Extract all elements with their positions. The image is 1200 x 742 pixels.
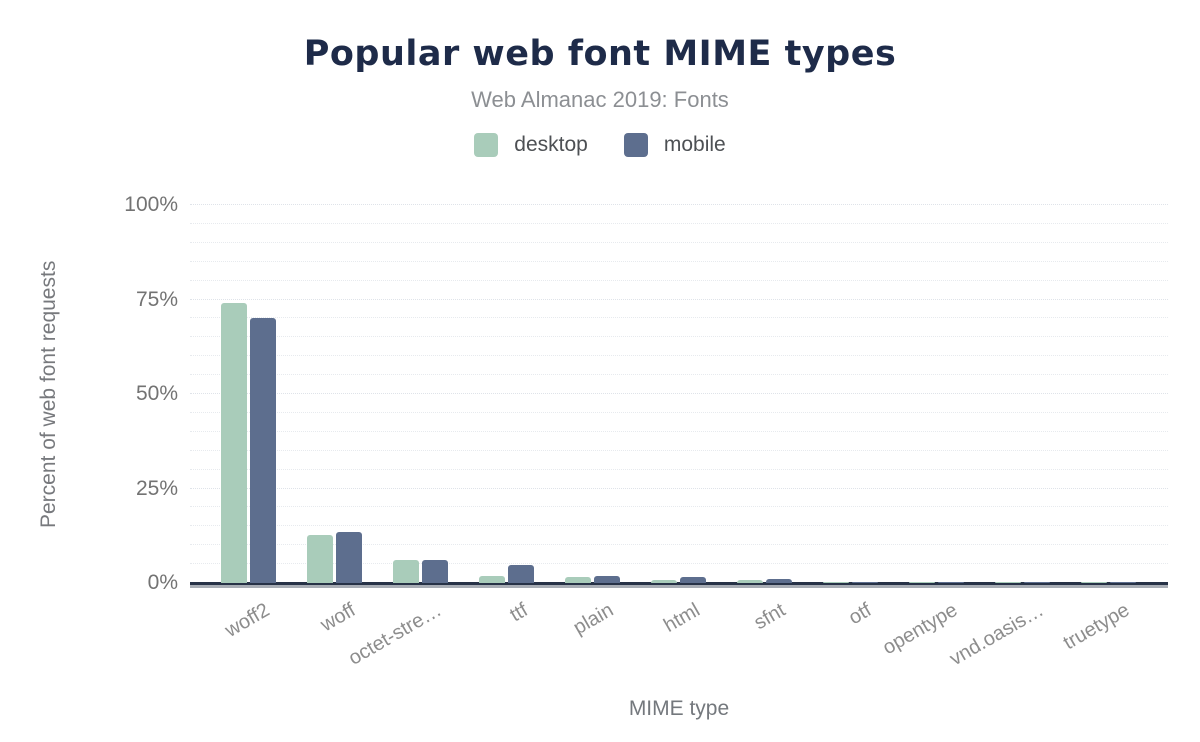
bar-group-opentype: [909, 581, 964, 583]
chart-title: Popular web font MIME types: [303, 34, 897, 74]
x-tick-plain: plain: [569, 599, 618, 640]
legend-swatch-mobile-icon: [623, 133, 648, 157]
gridline-10: [190, 544, 1168, 546]
bar-desktop-sfnt[interactable]: [737, 579, 763, 583]
gridline-60: [190, 355, 1168, 357]
gridline-100: [190, 204, 1168, 205]
bar-group-otf: [823, 581, 878, 583]
legend-label-desktop: desktop: [514, 133, 588, 156]
y-tick-50pct: 50%: [135, 382, 178, 405]
bar-mobile-truetype[interactable]: [1110, 581, 1136, 583]
x-tick-truetype: truetype: [1059, 599, 1134, 655]
x-tick-ttf: ttf: [506, 599, 532, 627]
x-axis-tick-labels: woff2 woff octet-stre… ttf plain html sfnt otf o…: [190, 583, 1168, 693]
gridline-50: [190, 393, 1168, 394]
gridline-70: [190, 317, 1168, 319]
y-tick-25pct: 25%: [135, 476, 178, 500]
bar-group-truetype: [1081, 581, 1136, 583]
x-tick-html: html: [659, 599, 704, 637]
y-axis-tick-labels: 0% 25% 50% 75% 100%: [60, 193, 178, 594]
gridline-80: [190, 279, 1168, 281]
gridline-65: [190, 336, 1168, 338]
gridline-75: [190, 298, 1168, 300]
bar-desktop-ttf[interactable]: [479, 575, 505, 583]
x-axis-line: [190, 582, 1168, 585]
bar-mobile-otf[interactable]: [852, 581, 878, 583]
bar-desktop-opentype[interactable]: [909, 582, 935, 583]
x-axis-shadow-line: [190, 585, 1168, 588]
y-tick-100pct: 100%: [124, 193, 178, 216]
bar-group-octet-stre: [393, 559, 448, 583]
bar-group-vnd-oasis: [995, 581, 1050, 583]
bar-desktop-octet-stre[interactable]: [393, 559, 419, 583]
gridline-95: [190, 222, 1168, 224]
bar-desktop-plain[interactable]: [565, 576, 591, 583]
bar-group-woff: [307, 531, 362, 583]
bar-group-html: [651, 576, 706, 583]
bar-mobile-octet-stre[interactable]: [422, 559, 448, 583]
bar-mobile-opentype[interactable]: [938, 581, 964, 583]
bar-group-sfnt: [737, 578, 792, 583]
bar-mobile-woff[interactable]: [336, 531, 362, 583]
gridline-5: [190, 563, 1168, 565]
gridline-45: [190, 411, 1168, 413]
legend-swatch-desktop-icon: [474, 133, 499, 157]
bar-desktop-woff[interactable]: [307, 535, 333, 583]
gridline-15: [190, 525, 1168, 527]
bar-mobile-vnd-oasis[interactable]: [1024, 581, 1050, 583]
legend-label-mobile: mobile: [663, 133, 726, 156]
bar-group-ttf: [479, 564, 534, 583]
x-axis-title: MIME type: [628, 697, 730, 720]
bar-desktop-truetype[interactable]: [1081, 582, 1107, 583]
bar-mobile-sfnt[interactable]: [766, 578, 792, 583]
chart-subtitle: Web Almanac 2019: Fonts: [471, 87, 729, 112]
bar-mobile-woff2[interactable]: [250, 318, 276, 583]
gridline-55: [190, 374, 1168, 376]
legend-item-mobile: mobile: [623, 133, 726, 157]
bar-mobile-ttf[interactable]: [508, 564, 534, 583]
gridline-25: [190, 487, 1168, 489]
plot-area: [190, 204, 1168, 588]
y-tick-75pct: 75%: [135, 287, 178, 311]
x-tick-woff2: woff2: [221, 599, 274, 642]
bar-mobile-plain[interactable]: [594, 575, 620, 583]
legend-item-desktop: desktop: [474, 133, 588, 157]
bar-group-woff2: [221, 303, 276, 583]
gridline-30: [190, 468, 1168, 470]
gridline-35: [190, 449, 1168, 451]
x-tick-woff: woff: [317, 599, 360, 637]
gridline-20: [190, 506, 1168, 508]
bar-desktop-html[interactable]: [651, 579, 677, 583]
gridline-90: [190, 241, 1168, 243]
x-tick-sfnt: sfnt: [750, 599, 790, 635]
legend: desktop mobile: [0, 133, 1200, 157]
y-tick-0pct: 0%: [147, 571, 178, 594]
bar-desktop-vnd-oasis[interactable]: [995, 582, 1021, 583]
bar-group-plain: [565, 575, 620, 583]
x-tick-octet-stre: octet-stre…: [344, 599, 446, 670]
gridline-40: [190, 430, 1168, 432]
gridline-85: [190, 260, 1168, 262]
bar-desktop-otf[interactable]: [823, 582, 849, 583]
x-tick-otf: otf: [845, 599, 876, 630]
bar-desktop-woff2[interactable]: [221, 303, 247, 583]
y-axis-title: Percent of web font requests: [37, 260, 60, 528]
bar-mobile-html[interactable]: [680, 576, 706, 583]
x-tick-vnd-oasis: vnd.oasis…: [946, 599, 1048, 671]
